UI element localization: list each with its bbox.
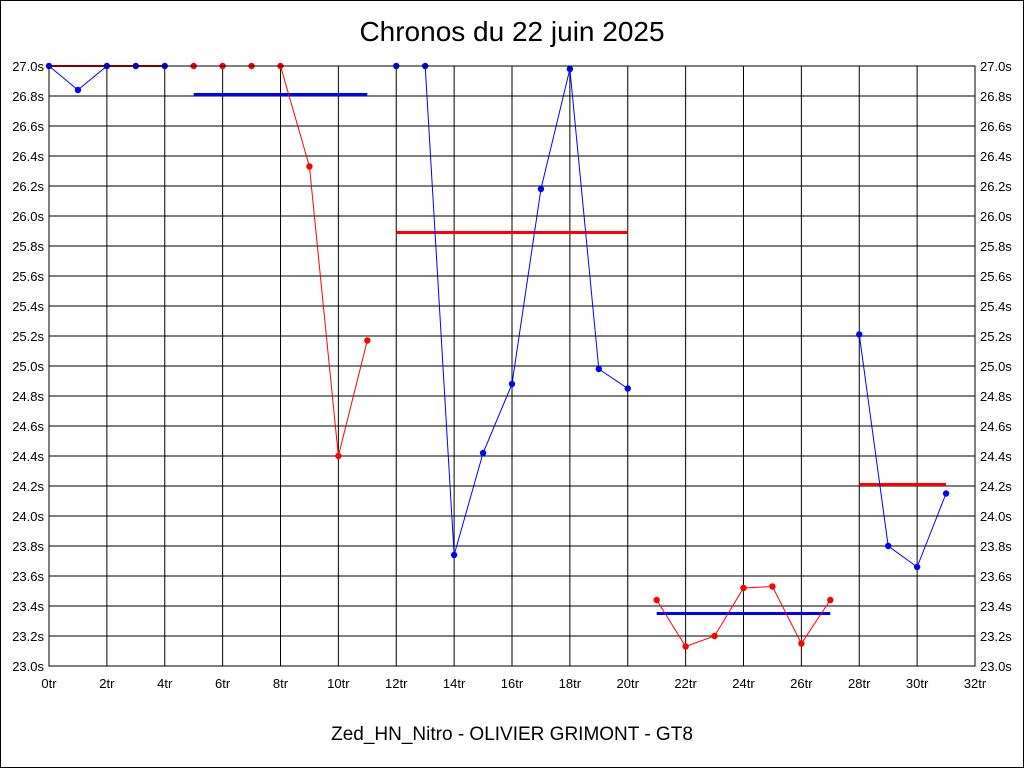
y-tick-label-right: 26.4s xyxy=(980,149,1012,164)
y-tick-label-right: 23.8s xyxy=(980,539,1012,554)
series-line xyxy=(858,334,947,568)
data-point xyxy=(740,584,747,592)
y-tick-label-left: 24.0s xyxy=(12,509,44,524)
data-point xyxy=(913,563,921,571)
data-point xyxy=(364,337,371,344)
y-tick-label-left: 23.8s xyxy=(12,539,44,554)
data-point xyxy=(682,643,689,650)
data-point xyxy=(711,632,718,640)
y-tick-label-right: 23.6s xyxy=(980,569,1012,584)
y-tick-label-right: 26.0s xyxy=(980,209,1012,224)
data-point xyxy=(769,583,776,590)
y-tick-label-right: 27.0s xyxy=(980,59,1012,74)
y-tick-label-right: 24.2s xyxy=(980,479,1012,494)
y-tick-label-left: 25.6s xyxy=(12,269,44,284)
x-tick-label: 20tr xyxy=(617,676,640,691)
y-tick-label-left: 25.2s xyxy=(12,329,44,344)
y-tick-label-right: 23.4s xyxy=(980,599,1012,614)
x-tick-label: 14tr xyxy=(443,676,466,691)
y-tick-label-right: 25.6s xyxy=(980,269,1012,284)
y-tick-label-left: 26.8s xyxy=(12,89,44,104)
x-tick-label: 30tr xyxy=(906,676,929,691)
y-tick-label-left: 26.0s xyxy=(12,209,44,224)
x-tick-label: 6tr xyxy=(215,676,231,691)
y-tick-label-right: 23.0s xyxy=(980,659,1012,674)
data-point xyxy=(653,596,660,604)
y-tick-label-left: 25.4s xyxy=(12,299,44,314)
x-tick-label: 18tr xyxy=(559,676,582,691)
y-tick-label-left: 26.2s xyxy=(12,179,44,194)
y-tick-label-left: 26.4s xyxy=(12,149,44,164)
data-point xyxy=(335,452,342,460)
x-tick-label: 28tr xyxy=(848,676,871,691)
y-tick-label-right: 24.4s xyxy=(980,449,1012,464)
data-point xyxy=(798,640,805,647)
chart-subtitle: Zed_HN_Nitro - OLIVIER GRIMONT - GT8 xyxy=(331,724,693,745)
data-point xyxy=(450,551,458,559)
data-point xyxy=(624,385,631,392)
x-tick-label: 22tr xyxy=(674,676,697,691)
y-tick-label-left: 26.6s xyxy=(12,119,44,134)
y-tick-label-left: 24.2s xyxy=(12,479,44,494)
y-tick-label-right: 25.0s xyxy=(980,359,1012,374)
x-tick-label: 16tr xyxy=(501,676,524,691)
data-point xyxy=(884,542,892,550)
x-tick-label: 0tr xyxy=(41,676,57,691)
data-point xyxy=(508,380,516,388)
data-point xyxy=(479,449,487,457)
y-tick-label-right: 24.8s xyxy=(980,389,1012,404)
data-point xyxy=(856,331,863,338)
chart-title: Chronos du 22 juin 2025 xyxy=(359,16,665,47)
x-tick-label: 24tr xyxy=(732,676,755,691)
y-tick-label-right: 24.6s xyxy=(980,419,1012,434)
x-tick-label: 12tr xyxy=(385,676,408,691)
data-point xyxy=(566,65,574,73)
data-point xyxy=(74,86,82,94)
y-tick-label-right: 26.2s xyxy=(980,179,1012,194)
data-point xyxy=(306,163,313,170)
data-point xyxy=(595,365,603,373)
x-tick-label: 2tr xyxy=(99,676,115,691)
y-tick-label-left: 23.4s xyxy=(12,599,44,614)
y-tick-label-right: 25.4s xyxy=(980,299,1012,314)
y-tick-label-left: 24.8s xyxy=(12,389,44,404)
data-point xyxy=(537,185,545,193)
y-tick-label-right: 24.0s xyxy=(980,509,1012,524)
data-point xyxy=(942,490,950,497)
x-tick-label: 8tr xyxy=(273,676,289,691)
y-tick-label-right: 23.2s xyxy=(980,629,1012,644)
y-tick-label-right: 26.8s xyxy=(980,89,1012,104)
data-point xyxy=(827,596,834,604)
x-tick-label: 32tr xyxy=(964,676,987,691)
x-tick-label: 26tr xyxy=(790,676,813,691)
y-tick-label-left: 25.0s xyxy=(12,359,44,374)
x-tick-label: 10tr xyxy=(327,676,350,691)
y-tick-label-right: 25.8s xyxy=(980,239,1012,254)
y-tick-label-left: 24.6s xyxy=(12,419,44,434)
y-tick-label-left: 23.0s xyxy=(12,659,44,674)
y-tick-label-left: 24.4s xyxy=(12,449,44,464)
x-tick-label: 4tr xyxy=(157,676,173,691)
y-tick-label-right: 25.2s xyxy=(980,329,1012,344)
y-tick-label-left: 23.2s xyxy=(12,629,44,644)
y-tick-label-left: 23.6s xyxy=(12,569,44,584)
y-tick-label-left: 25.8s xyxy=(12,239,44,254)
y-tick-label-left: 27.0s xyxy=(12,59,44,74)
y-tick-label-right: 26.6s xyxy=(980,119,1012,134)
plot-border xyxy=(48,65,976,667)
